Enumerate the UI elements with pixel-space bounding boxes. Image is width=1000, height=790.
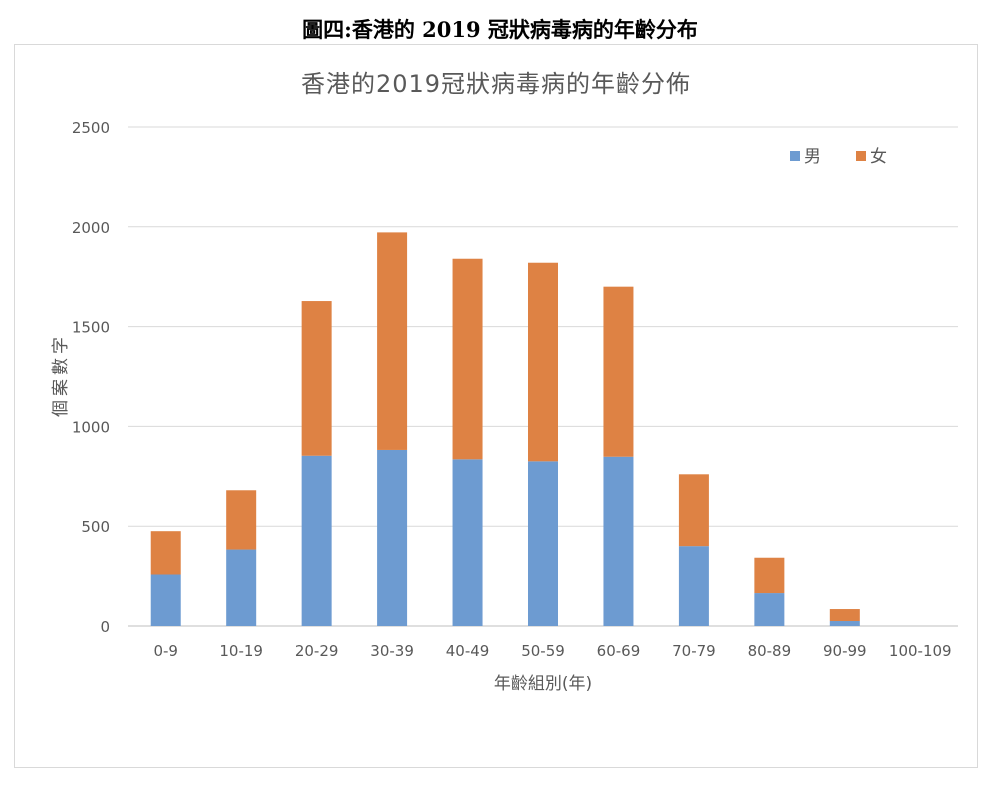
x-tick-label: 100-109 bbox=[889, 642, 952, 660]
gridlines bbox=[128, 126, 958, 627]
y-tick-label: 0 bbox=[100, 618, 110, 636]
bar-segment bbox=[150, 531, 181, 575]
bar-segment bbox=[301, 301, 332, 456]
y-tick-label: 2000 bbox=[72, 219, 110, 237]
x-axis-label: 年齡組別(年) bbox=[494, 674, 592, 694]
bar-segment bbox=[528, 461, 558, 626]
y-tick-label: 500 bbox=[81, 518, 110, 536]
bar-segment bbox=[226, 490, 257, 550]
bar-segment bbox=[829, 609, 860, 622]
bar-segment bbox=[150, 574, 181, 626]
legend-swatch bbox=[790, 151, 800, 161]
x-tick-label: 30-39 bbox=[370, 642, 414, 660]
chart-frame bbox=[14, 44, 978, 768]
figure-caption: 圖四:香港的 2019 冠狀病毒病的年齡分布 bbox=[302, 17, 698, 42]
bar-segment bbox=[603, 456, 634, 626]
x-tick-label: 0-9 bbox=[153, 642, 178, 660]
y-tick-label: 1500 bbox=[72, 319, 110, 337]
x-tick-label: 70-79 bbox=[672, 642, 716, 660]
x-tick-label: 60-69 bbox=[597, 642, 641, 660]
y-tick-label: 2500 bbox=[72, 119, 110, 137]
bar-segment bbox=[829, 621, 860, 626]
y-axis-label: 個案數字 bbox=[51, 333, 71, 417]
bar-segment bbox=[301, 455, 332, 626]
bar-segment bbox=[603, 286, 634, 457]
bar-segment bbox=[452, 459, 483, 626]
bar-segment bbox=[226, 549, 257, 626]
bar-segment bbox=[377, 232, 408, 450]
bar-segment bbox=[678, 546, 709, 626]
legend-label: 男 bbox=[804, 147, 821, 167]
legend-swatch bbox=[856, 151, 866, 161]
x-tick-label: 90-99 bbox=[823, 642, 867, 660]
x-tick-label: 40-49 bbox=[446, 642, 490, 660]
bar-segment bbox=[678, 474, 709, 547]
x-axis-ticks: 0-9 10-19 20-29 30-39 40-49 50-59 60-69 70-79 80… bbox=[153, 642, 951, 660]
x-tick-label: 80-89 bbox=[748, 642, 792, 660]
y-axis-ticks: 0 500 1000 1500 2000 2500 bbox=[72, 119, 110, 636]
bar-segment bbox=[754, 557, 785, 594]
bars bbox=[150, 232, 860, 626]
bar-segment bbox=[754, 593, 785, 626]
y-tick-label: 1000 bbox=[72, 418, 110, 436]
x-tick-label: 20-29 bbox=[295, 642, 339, 660]
bar-segment bbox=[377, 449, 408, 626]
chart-title: 香港的2019冠狀病毒病的年齡分佈 bbox=[301, 70, 691, 98]
legend-label: 女 bbox=[870, 147, 887, 167]
bar-segment bbox=[452, 258, 483, 460]
bar-segment bbox=[528, 262, 558, 462]
x-tick-label: 50-59 bbox=[521, 642, 565, 660]
x-tick-label: 10-19 bbox=[219, 642, 263, 660]
legend: 男女 bbox=[790, 147, 887, 167]
